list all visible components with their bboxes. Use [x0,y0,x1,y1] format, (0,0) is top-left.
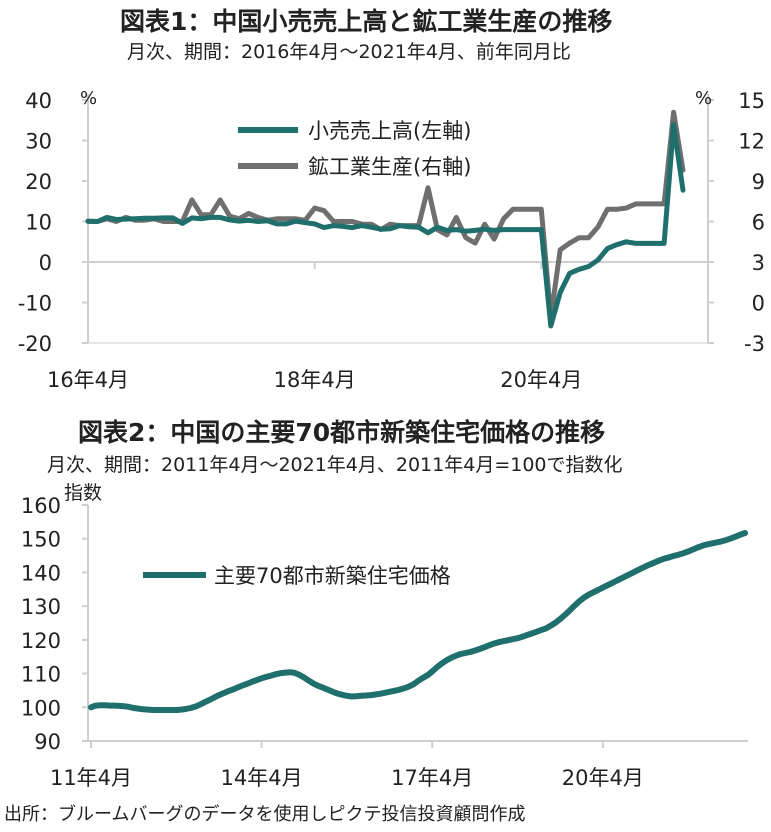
chart1-left-tick-label: -10 [18,292,52,316]
chart1-right-tick-label: 15 [738,89,765,113]
chart2-y-tick-label: 160 [21,494,61,518]
chart1-left-tick-label: 10 [25,211,52,235]
chart1-right-tick-label: 9 [752,170,765,194]
chart1-title: 図表1：中国小売売上高と鉱工業生産の推移 [120,7,613,36]
chart2-y-tick-label: 150 [21,528,61,552]
chart2-y-tick-label: 140 [21,561,61,585]
chart2-legend-label: 主要70都市新築住宅価格 [214,564,451,588]
chart1-right-tick-label: 3 [752,251,765,275]
chart1-right-tick-label: -3 [744,332,765,356]
chart1-right-tick-label: 0 [752,292,765,316]
chart2-series-line [88,530,748,713]
chart2-y-tick-label: 110 [21,663,61,687]
chart2-x-tick-label: 20年4月 [562,766,644,790]
chart1-legend-label-1: 鉱工業生産(右軸) [308,155,471,179]
chart2-x-tick-label: 17年4月 [391,766,473,790]
chart1-subtitle: 月次、期間：2016年4月～2021年4月、前年同月比 [127,41,571,63]
chart2-subtitle: 月次、期間：2011年4月～2021年4月、2011年4月=100で指数化 [47,454,623,476]
chart2-y-tick-label: 130 [21,595,61,619]
chart1-right-unit: % [695,88,712,109]
chart2-y-tick-label: 90 [34,730,61,754]
chart1-left-tick-label: 40 [25,89,52,113]
chart1-legend-label-0: 小売売上高(左軸) [308,119,471,143]
chart2-y-tick-label: 100 [21,696,61,720]
chart1-left-tick-label: -20 [18,332,52,356]
chart1-right-tick-label: 12 [738,130,765,154]
chart1-left-tick-label: 30 [25,130,52,154]
chart1-x-tick-label: 20年4月 [500,368,582,392]
chart1-x-tick-label: 18年4月 [274,368,356,392]
chart2-y-unit: 指数 [64,482,102,504]
chart1-left-tick-label: 20 [25,170,52,194]
chart1-x-tick-label: 16年4月 [47,368,129,392]
chart2-x-tick-label: 14年4月 [221,766,303,790]
chart2-y-tick-label: 120 [21,629,61,653]
chart1-series-line-0 [85,122,686,329]
source-note: 出所：ブルームバーグのデータを使用しピクテ投信投資顧問作成 [4,804,526,825]
chart1-left-tick-label: 0 [39,251,52,275]
chart1-left-unit: % [80,88,97,109]
chart2-title: 図表2：中国の主要70都市新築住宅価格の推移 [78,418,606,447]
chart1-right-tick-label: 6 [752,211,765,235]
chart2-x-tick-label: 11年4月 [50,766,132,790]
